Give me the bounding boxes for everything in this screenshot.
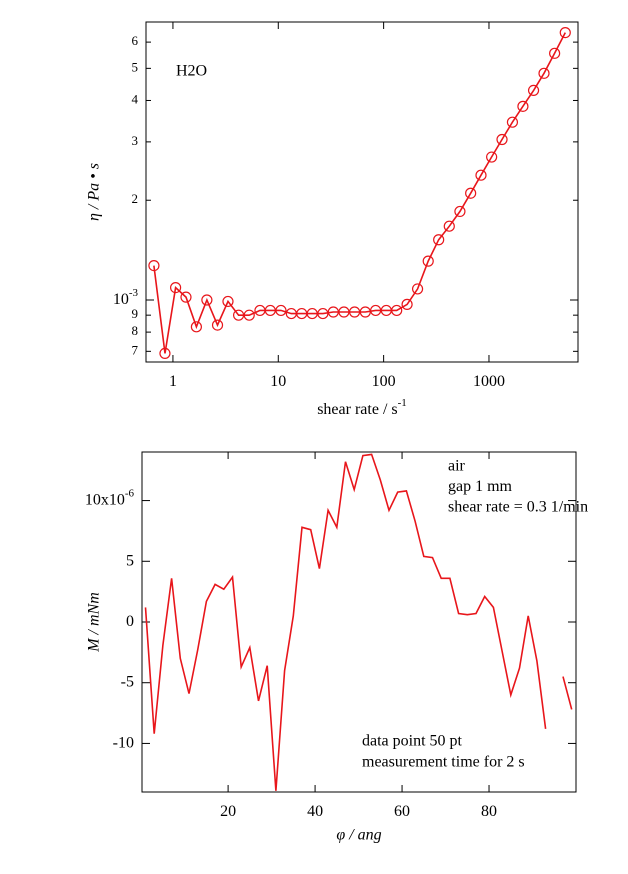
y-axis-title: M / mNm	[86, 592, 103, 653]
x-tick-label: 80	[481, 803, 497, 820]
y-tick-label-main: 2	[132, 191, 139, 206]
y-tick-label-main: 6	[132, 33, 139, 48]
data-point	[443, 220, 455, 232]
plot-frame	[145, 21, 579, 363]
y-tick-label: 6	[132, 33, 139, 48]
data-point	[506, 116, 519, 128]
y-tick-label-main: 10x10	[85, 491, 125, 508]
y-tick-label: 2	[132, 191, 139, 206]
y-tick-label: 10-3	[113, 287, 139, 308]
x-axis-title-superscript: -1	[398, 397, 407, 409]
x-tick-label: 20	[220, 803, 236, 820]
y-tick-label-main: 0	[126, 613, 134, 630]
data-point	[527, 84, 540, 96]
x-tick-label-main: 20	[220, 803, 236, 820]
data-point	[370, 304, 382, 317]
y-tick-label: 9	[132, 306, 139, 321]
data-point	[433, 234, 445, 246]
data-point	[170, 281, 182, 294]
y-tick-label-main: 5	[126, 552, 134, 569]
y-tick-label: 4	[132, 91, 139, 106]
y-tick-label: 5	[132, 59, 139, 74]
y-axis-title: η / Pa • s	[86, 163, 103, 221]
annotation: shear rate = 0.3 1/min	[448, 499, 588, 516]
data-point	[559, 27, 571, 39]
y-tick-label-main: -10	[113, 734, 134, 751]
data-point	[411, 283, 424, 295]
data-point	[538, 67, 550, 79]
y-tick-label: 7	[132, 342, 139, 357]
data-point	[391, 304, 403, 317]
data-point	[401, 298, 413, 310]
x-tick-label-main: 100	[372, 373, 396, 390]
y-tick-label-main: 7	[132, 342, 139, 357]
annotation: measurement time for 2 s	[362, 754, 525, 771]
y-tick-label: -5	[121, 673, 134, 690]
annotation: gap 1 mm	[448, 478, 513, 495]
data-line	[144, 453, 573, 791]
data-point	[338, 306, 350, 318]
data-point	[264, 304, 276, 317]
x-tick-label: 10	[270, 373, 286, 390]
data-point	[306, 307, 318, 320]
data-line	[153, 32, 567, 354]
data-point	[222, 295, 234, 308]
data-point	[317, 307, 329, 320]
y-tick-label-main: 5	[132, 59, 139, 74]
y-tick-label: -10	[113, 734, 134, 751]
data-point	[243, 309, 255, 321]
data-point	[486, 151, 498, 163]
data-point	[348, 306, 361, 318]
y-tick-label: 3	[132, 133, 139, 148]
data-point	[549, 47, 561, 59]
data-point	[180, 291, 192, 303]
annotation: air	[448, 458, 466, 475]
x-axis-title: φ / ang	[336, 827, 381, 844]
y-tick-label: 10x10-6	[85, 487, 135, 508]
y-tick-label-main: 4	[132, 91, 139, 106]
data-point	[232, 309, 245, 321]
x-tick-label: 60	[394, 803, 410, 820]
x-tick-label-main: 1	[169, 373, 177, 390]
x-tick-label-main: 60	[394, 803, 410, 820]
data-point	[201, 294, 213, 306]
data-point	[327, 306, 339, 318]
x-tick-label: 1000	[473, 373, 505, 390]
data-point	[159, 347, 171, 360]
data-point	[496, 133, 508, 146]
x-tick-label-main: 1000	[473, 373, 505, 390]
data-point	[190, 321, 202, 333]
annotation: data point 50 pt	[362, 733, 463, 750]
y-tick-label-main: 8	[132, 323, 139, 338]
y-tick-label: 5	[126, 552, 134, 569]
y-tick-label-superscript: -3	[129, 287, 139, 299]
y-tick-label-main: 3	[132, 133, 139, 148]
x-tick-label: 40	[307, 803, 323, 820]
data-point	[465, 187, 477, 199]
data-point	[517, 100, 529, 112]
data-point	[422, 255, 434, 267]
x-tick-label-main: 80	[481, 803, 497, 820]
y-tick-label: 8	[132, 323, 139, 338]
data-point	[148, 259, 160, 272]
data-point	[475, 169, 487, 181]
data-point	[454, 205, 466, 218]
x-axis-title: shear rate / s-1	[317, 397, 407, 418]
data-point	[275, 304, 287, 317]
annotation: H2O	[176, 63, 207, 80]
data-point	[211, 319, 224, 331]
x-tick-label-main: 40	[307, 803, 323, 820]
x-tick-label-main: 10	[270, 373, 286, 390]
y-tick-label: 0	[126, 613, 134, 630]
x-tick-label: 100	[372, 373, 396, 390]
y-tick-label-main: 9	[132, 306, 139, 321]
y-tick-label-main: 10	[113, 291, 129, 308]
x-tick-label: 1	[169, 373, 177, 390]
y-tick-label-main: -5	[121, 673, 134, 690]
y-tick-label-superscript: -6	[125, 487, 135, 499]
x-axis-title-main: shear rate / s	[317, 401, 397, 418]
